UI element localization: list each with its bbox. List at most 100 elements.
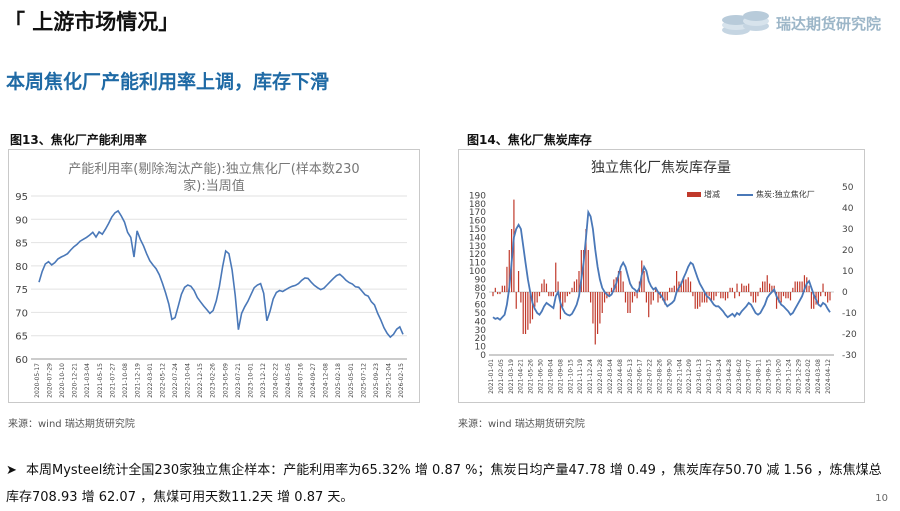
legend-label-change: 增减: [704, 189, 720, 199]
y-left-tick-label: 170: [469, 208, 486, 218]
bar-change: [762, 281, 764, 292]
bar-change: [699, 292, 701, 307]
x-tick-label: 2023-06-02: [736, 359, 743, 394]
logo: 瑞达期货研究院: [718, 6, 893, 40]
bar-change: [527, 292, 529, 330]
source-note-1: 来源：wind 瑞达期货研究院: [8, 419, 135, 430]
bar-change: [545, 283, 548, 292]
bar-change: [571, 287, 573, 292]
bar-change: [666, 292, 668, 301]
chart-title-line-2: 家):当周值: [183, 178, 244, 194]
bar-change: [517, 271, 520, 292]
bar-change: [662, 292, 664, 301]
bar-change: [590, 292, 592, 303]
x-tick-label: 2020-05-17: [34, 363, 41, 398]
x-tick-label: 2023-07-07: [746, 359, 753, 394]
y-left-tick-label: 0: [480, 351, 486, 361]
bar-change: [820, 292, 822, 297]
x-tick-label: 2024-04-12: [825, 359, 832, 394]
summary-text: 本周Mysteel统计全国230家独立焦企样本：产能利用率为65.32% 增 0…: [6, 463, 882, 505]
x-tick-label: 2022-07-22: [647, 359, 654, 394]
x-tick-label: 2022-03-04: [607, 359, 614, 394]
bar-change: [810, 292, 813, 309]
x-tick-label: 2022-05-12: [160, 363, 167, 398]
y-right-tick-label: -30: [842, 351, 857, 361]
figure-13-title: 图13、焦化厂产能利用率: [10, 133, 147, 147]
y-left-tick-label: 30: [475, 326, 487, 336]
x-tick-label: 2021-03-19: [508, 359, 515, 394]
chart-title: 独立焦化厂焦炭库存量: [591, 160, 731, 176]
bar-change: [736, 283, 738, 292]
bar-change: [696, 292, 699, 309]
bar-change: [550, 292, 552, 297]
x-tick-label: 2022-07-24: [172, 363, 179, 398]
bar-change: [534, 292, 536, 307]
bar-change: [685, 279, 687, 292]
x-tick-label: 2023-04-28: [726, 359, 733, 394]
bar-change: [827, 292, 829, 303]
x-tick-label: 2022-08-26: [657, 359, 664, 394]
y-left-tick-label: 190: [469, 191, 486, 201]
bar-change: [687, 277, 689, 292]
x-tick-label: 2021-01-01: [488, 359, 495, 394]
x-tick-label: 2024-03-08: [815, 359, 822, 394]
bar-change: [778, 292, 780, 303]
bar-change: [529, 292, 531, 324]
logo-text: 瑞达期货研究院: [776, 15, 882, 33]
x-tick-label: 2024-02-02: [805, 359, 812, 394]
bar-change: [759, 287, 761, 292]
y-left-tick-label: 110: [469, 259, 486, 269]
x-tick-label: 2020-10-10: [59, 363, 66, 398]
bar-change: [596, 292, 599, 334]
bar-change: [689, 281, 692, 292]
x-tick-label: 2021-10-08: [122, 363, 129, 398]
x-tick-label: 2023-11-24: [785, 359, 792, 394]
bar-change: [648, 292, 650, 318]
bar-change: [583, 250, 585, 292]
x-tick-label: 2021-12-19: [134, 363, 141, 398]
bar-change: [799, 281, 801, 292]
bar-change: [829, 292, 831, 301]
x-tick-label: 2022-03-01: [147, 363, 154, 398]
y-left-tick-label: 100: [469, 267, 486, 277]
x-tick-label: 2023-09-15: [766, 359, 773, 394]
bar-change: [794, 281, 796, 292]
bar-change: [817, 292, 819, 305]
x-tick-label: 2022-11-04: [676, 359, 683, 394]
bar-change: [494, 287, 496, 292]
bar-change: [627, 292, 629, 313]
bar-change: [710, 292, 713, 301]
bar-change: [562, 292, 564, 307]
y-right-tick-label: -20: [842, 330, 857, 340]
y-left-tick-label: 120: [469, 250, 486, 260]
y-tick-label: 90: [15, 215, 28, 226]
y-left-tick-label: 20: [475, 334, 487, 344]
y-left-tick-label: 140: [469, 233, 486, 243]
x-tick-label: 2022-01-28: [597, 359, 604, 394]
x-tick-label: 2023-08-11: [756, 359, 763, 394]
bar-change: [708, 292, 710, 297]
coins-logo-icon: [722, 11, 769, 35]
bar-change: [504, 285, 506, 292]
y-tick-label: 85: [15, 239, 28, 250]
x-tick-label: 2022-10-04: [185, 363, 192, 398]
bar-change: [492, 292, 494, 297]
x-tick-label: 2022-06-17: [637, 359, 644, 394]
x-tick-label: 2023-12-12: [260, 363, 267, 398]
bar-change: [734, 292, 736, 299]
bar-change: [789, 292, 792, 301]
coke-inventory-chart: 独立焦化厂焦炭库存量010203040506070809010011012013…: [469, 160, 857, 394]
x-tick-label: 2021-08-04: [547, 359, 554, 394]
x-tick-label: 2021-03-04: [84, 363, 91, 398]
y-left-tick-label: 90: [475, 275, 487, 285]
bar-change: [499, 292, 501, 295]
x-tick-label: 2021-11-19: [577, 359, 584, 394]
bar-change: [580, 250, 582, 292]
bar-change: [515, 292, 517, 309]
x-tick-label: 2023-10-01: [247, 363, 254, 398]
x-tick-label: 2022-05-13: [627, 359, 634, 394]
bar-change: [771, 285, 773, 292]
bar-change: [743, 285, 745, 292]
series-line-capacity-utilization: [38, 209, 404, 339]
